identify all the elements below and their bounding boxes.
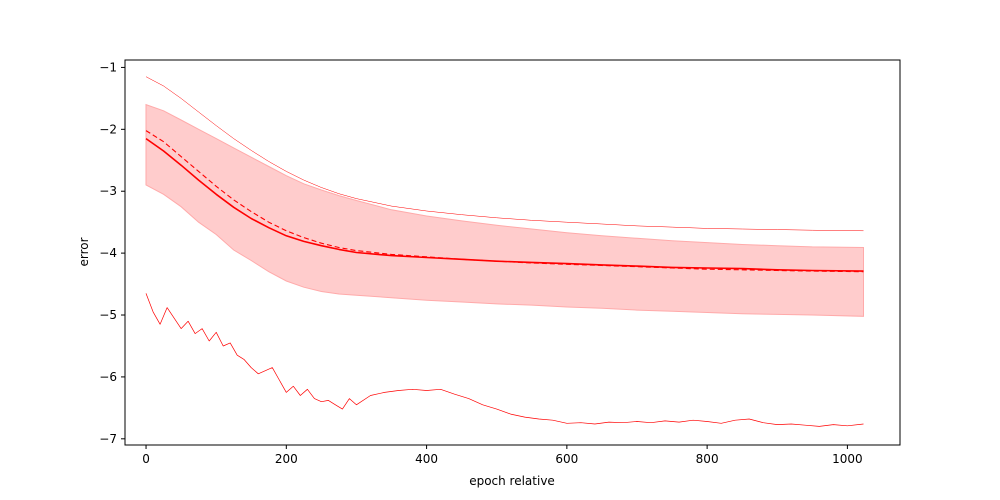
- y-tick-label: −1: [99, 60, 117, 74]
- dashed-line: [145, 130, 864, 273]
- y-tick-label: −2: [99, 122, 117, 136]
- confidence-band: [145, 103, 864, 317]
- y-tick-label: −3: [99, 184, 117, 198]
- y-axis-label: error: [77, 237, 91, 266]
- y-tick-label: −6: [99, 370, 117, 384]
- x-tick-label: 0: [142, 452, 150, 466]
- upper-thin-line: [145, 76, 864, 232]
- y-tick-label: −5: [99, 308, 117, 322]
- x-tick-label: 200: [275, 452, 298, 466]
- x-axis-label: epoch relative: [469, 474, 555, 488]
- x-tick-label: 1000: [832, 452, 863, 466]
- plot-frame: [124, 59, 901, 446]
- y-tick-label: −7: [99, 432, 117, 446]
- x-tick-label: 400: [415, 452, 438, 466]
- y-tick-label: −4: [99, 246, 117, 260]
- x-tick-label: 600: [555, 452, 578, 466]
- mean-line: [145, 137, 864, 272]
- x-tick-label: 800: [696, 452, 719, 466]
- lower-noisy-line: [145, 293, 864, 427]
